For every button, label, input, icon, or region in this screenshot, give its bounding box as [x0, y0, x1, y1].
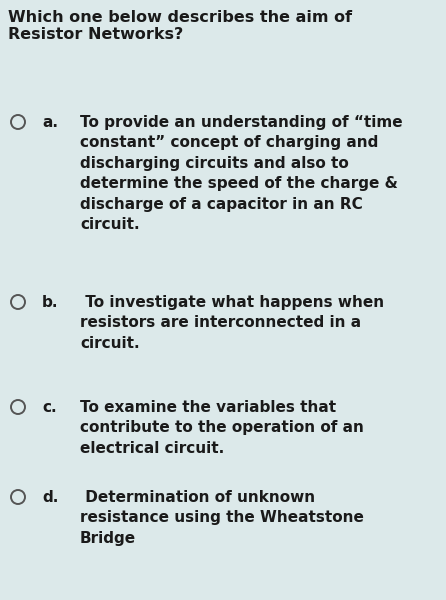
Text: b.: b. [42, 295, 58, 310]
Text: Which one below describes the aim of: Which one below describes the aim of [8, 10, 352, 25]
Circle shape [11, 400, 25, 414]
Circle shape [11, 295, 25, 309]
Text: To investigate what happens when
resistors are interconnected in a
circuit.: To investigate what happens when resisto… [80, 295, 384, 351]
Text: Determination of unknown
resistance using the Wheatstone
Bridge: Determination of unknown resistance usin… [80, 490, 364, 546]
Text: Resistor Networks?: Resistor Networks? [8, 27, 183, 42]
Text: a.: a. [42, 115, 58, 130]
Text: c.: c. [42, 400, 57, 415]
Circle shape [11, 490, 25, 504]
Text: To provide an understanding of “time
constant” concept of charging and
dischargi: To provide an understanding of “time con… [80, 115, 403, 232]
Text: d.: d. [42, 490, 58, 505]
Circle shape [11, 115, 25, 129]
Text: To examine the variables that
contribute to the operation of an
electrical circu: To examine the variables that contribute… [80, 400, 364, 456]
